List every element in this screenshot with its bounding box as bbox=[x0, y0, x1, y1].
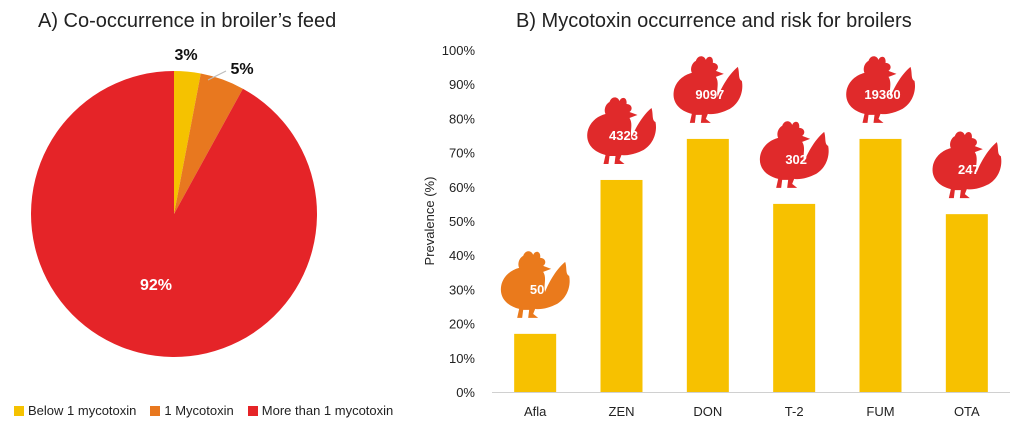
chicken-count-label: 50 bbox=[530, 282, 544, 297]
legend-label: Below 1 mycotoxin bbox=[28, 403, 137, 418]
x-tick-label: OTA bbox=[954, 404, 980, 419]
x-tick-label: Afla bbox=[524, 404, 547, 419]
bar bbox=[686, 138, 729, 392]
y-tick-label: 30% bbox=[449, 282, 475, 297]
chicken-count-label: 247 bbox=[958, 162, 980, 177]
bar bbox=[773, 203, 816, 392]
y-tick-label: 10% bbox=[449, 351, 475, 366]
pie-slice-label: 3% bbox=[174, 47, 197, 64]
y-tick-label: 60% bbox=[449, 180, 475, 195]
y-tick-label: 70% bbox=[449, 146, 475, 161]
chicken-count-label: 9097 bbox=[695, 87, 724, 102]
pie-chart-title: A) Co-occurrence in broiler’s feed bbox=[38, 10, 337, 32]
bar-chart: 0% 10% 20% 30% 40% 50% 60% 70% 80% 90% 100% Prevale… bbox=[422, 43, 1010, 419]
chicken-count-label: 4323 bbox=[609, 128, 638, 143]
pie-chart: 3% 5% 92% bbox=[30, 47, 317, 357]
legend-swatch-yellow bbox=[14, 405, 24, 416]
y-tick-label: 90% bbox=[449, 77, 475, 92]
pie-slice bbox=[30, 71, 317, 357]
y-tick-label: 80% bbox=[449, 111, 475, 126]
legend-swatch-red bbox=[247, 405, 258, 416]
pie-slice-label: 92% bbox=[140, 277, 172, 294]
y-axis-label: Prevalence (%) bbox=[422, 177, 437, 266]
y-tick-label: 100% bbox=[442, 43, 476, 58]
y-tick-label: 20% bbox=[449, 317, 475, 332]
bar bbox=[600, 179, 643, 392]
chicken-count-label: 302 bbox=[785, 152, 807, 167]
legend-item: 1 Mycotoxin bbox=[150, 403, 234, 418]
x-tick-label: DON bbox=[693, 404, 722, 419]
bar-chart-title: B) Mycotoxin occurrence and risk for bro… bbox=[516, 10, 912, 32]
x-tick-label: ZEN bbox=[609, 404, 635, 419]
bar bbox=[945, 214, 988, 392]
pie-slice-label: 5% bbox=[230, 61, 253, 78]
y-tick-label: 40% bbox=[449, 248, 475, 263]
bar bbox=[514, 333, 557, 392]
legend-swatch-orange bbox=[150, 405, 161, 416]
pie-legend: Below 1 mycotoxin 1 Mycotoxin More than … bbox=[14, 403, 393, 418]
y-tick-label: 50% bbox=[449, 214, 475, 229]
y-tick-label: 0% bbox=[456, 385, 475, 400]
x-tick-label: FUM bbox=[866, 404, 894, 419]
chicken-count-label: 19360 bbox=[864, 87, 900, 102]
bar bbox=[859, 138, 902, 392]
pie-slice bbox=[174, 73, 243, 214]
legend-item: Below 1 mycotoxin bbox=[14, 403, 136, 418]
pie-slice bbox=[174, 71, 201, 214]
x-tick-label: T-2 bbox=[785, 404, 804, 419]
legend-label: 1 Mycotoxin bbox=[164, 403, 234, 418]
leader-line bbox=[207, 70, 227, 81]
legend-label: More than 1 mycotoxin bbox=[261, 403, 394, 418]
legend-item: More than 1 mycotoxin bbox=[247, 403, 394, 418]
